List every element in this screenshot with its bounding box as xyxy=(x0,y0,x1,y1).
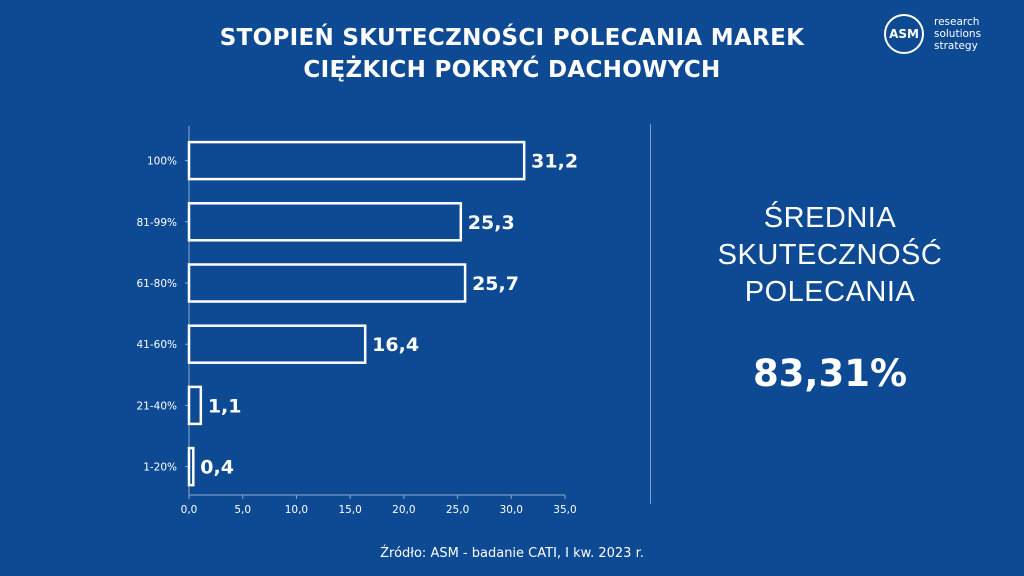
source-note: Źródło: ASM - badanie CATI, I kw. 2023 r… xyxy=(380,546,644,561)
asm-logo: ASM research solutions strategy xyxy=(884,14,1020,56)
x-tick-label: 35,0 xyxy=(553,504,576,516)
bar xyxy=(187,324,367,364)
data-label: 0,4 xyxy=(200,457,234,479)
vertical-divider xyxy=(650,124,651,504)
data-label: 1,1 xyxy=(208,395,242,417)
logo-line-solutions: solutions xyxy=(934,28,982,40)
x-tick-label: 5,0 xyxy=(234,504,251,516)
y-tick-label: 1-20% xyxy=(143,462,177,474)
data-label: 25,7 xyxy=(472,273,519,295)
x-tick-label: 30,0 xyxy=(500,504,523,516)
average-value: 83,31% xyxy=(752,352,908,395)
logo-line-research: research xyxy=(934,16,980,28)
x-tick-label: 10,0 xyxy=(285,504,308,516)
x-tick-label: 25,0 xyxy=(446,504,469,516)
average-label: ŚREDNIA SKUTECZNOŚĆ POLECANIA xyxy=(660,200,1000,311)
x-tick-label: 15,0 xyxy=(338,504,361,516)
x-tick-label: 20,0 xyxy=(392,504,415,516)
bar xyxy=(187,140,526,181)
average-label-line-1: ŚREDNIA xyxy=(763,202,897,234)
logo-circle-icon: ASM xyxy=(884,14,924,54)
x-tick-label: 0,0 xyxy=(181,504,198,516)
title-line-1: STOPIEŃ SKUTECZNOŚCI POLECANIA MAREK xyxy=(219,25,805,51)
data-label: 31,2 xyxy=(531,151,578,173)
y-tick-label: 81-99% xyxy=(137,217,178,229)
page-title: STOPIEŃ SKUTECZNOŚCI POLECANIA MAREK CIĘ… xyxy=(0,22,1024,86)
y-tick-label: 100% xyxy=(147,156,177,168)
bar xyxy=(187,446,195,487)
data-label: 16,4 xyxy=(372,334,419,356)
y-tick-label: 21-40% xyxy=(137,400,178,412)
bar-chart: 0,0 5,0 10,0 15,0 20,0 25,0 30,0 35,0 100% 31,2 81… xyxy=(137,126,578,516)
logo-line-strategy: strategy xyxy=(934,40,978,52)
average-label-line-3: POLECANIA xyxy=(744,276,916,308)
bar xyxy=(187,263,467,303)
logo-text: research solutions strategy xyxy=(934,16,981,52)
bar xyxy=(187,385,203,426)
y-tick-label: 61-80% xyxy=(137,278,178,290)
title-line-2: CIĘŻKICH POKRYĆ DACHOWYCH xyxy=(303,57,721,83)
data-label: 25,3 xyxy=(468,212,515,234)
y-tick-label: 41-60% xyxy=(137,339,178,351)
average-label-line-2: SKUTECZNOŚĆ xyxy=(717,239,943,271)
bar xyxy=(187,202,463,242)
